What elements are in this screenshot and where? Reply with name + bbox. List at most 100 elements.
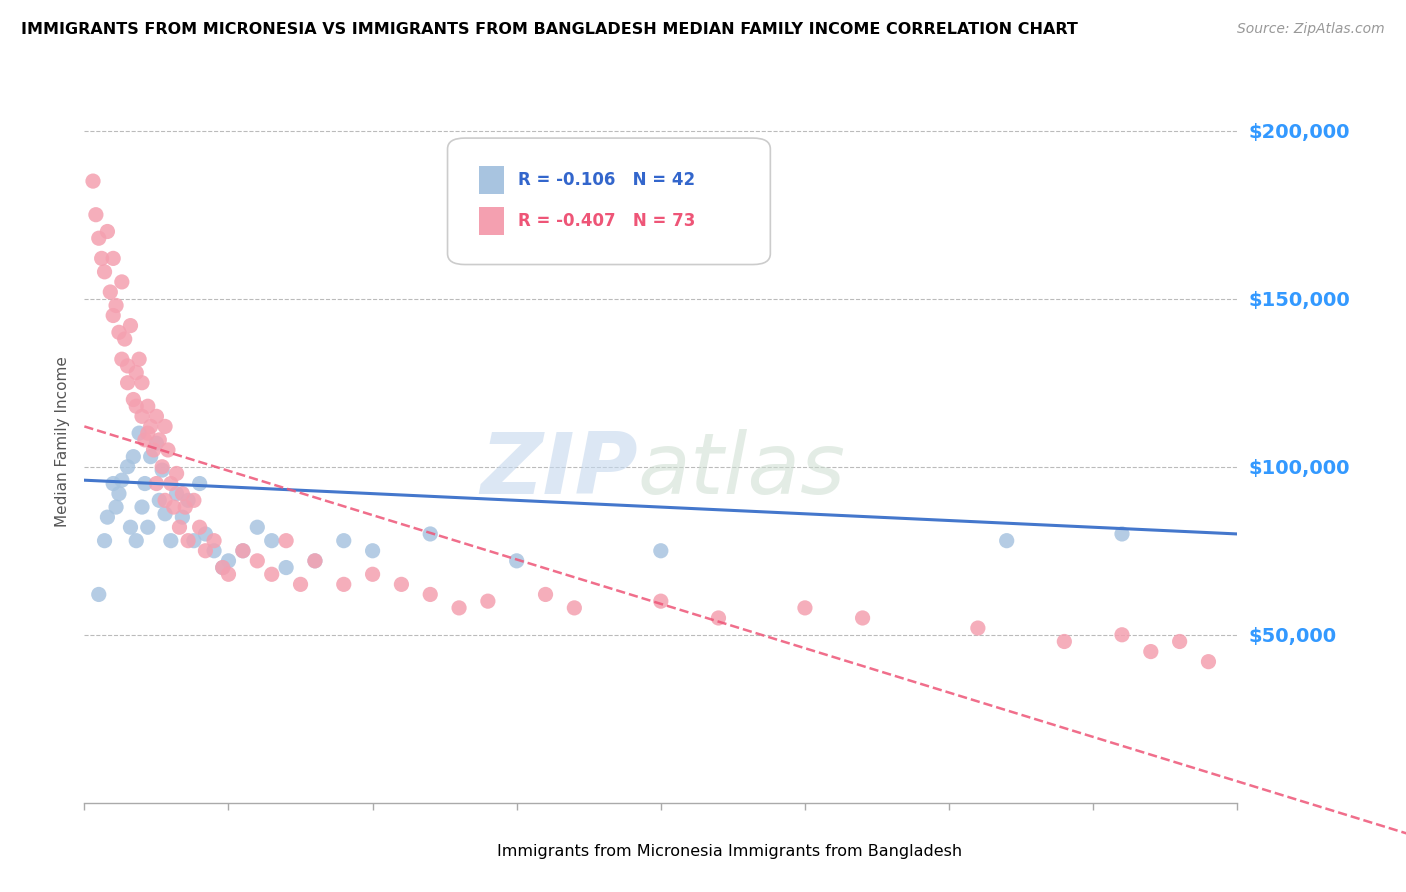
Y-axis label: Median Family Income: Median Family Income bbox=[55, 356, 70, 527]
Point bbox=[304, 554, 326, 568]
Point bbox=[125, 366, 148, 380]
Point bbox=[707, 611, 730, 625]
Point bbox=[246, 520, 269, 534]
Point bbox=[166, 467, 188, 481]
Point bbox=[87, 587, 110, 601]
Point bbox=[125, 399, 148, 413]
Point bbox=[1053, 634, 1076, 648]
Bar bbox=[696, 838, 721, 865]
Point bbox=[117, 376, 139, 390]
Point bbox=[117, 359, 139, 373]
Point bbox=[304, 554, 326, 568]
Point bbox=[172, 510, 194, 524]
Point bbox=[333, 533, 356, 548]
Point bbox=[139, 450, 162, 464]
Bar bbox=[465, 838, 491, 865]
Point bbox=[142, 442, 165, 457]
Point bbox=[131, 409, 153, 424]
Point bbox=[260, 567, 283, 582]
Point bbox=[134, 476, 156, 491]
Point bbox=[174, 500, 197, 514]
Point bbox=[169, 520, 191, 534]
Point bbox=[108, 486, 131, 500]
Point bbox=[361, 543, 384, 558]
Point bbox=[995, 533, 1018, 548]
Point bbox=[211, 560, 233, 574]
Point bbox=[246, 554, 269, 568]
Point bbox=[117, 459, 139, 474]
Point bbox=[131, 500, 153, 514]
Text: ZIP: ZIP bbox=[479, 429, 638, 512]
Point bbox=[87, 231, 110, 245]
Point bbox=[120, 318, 142, 333]
Point bbox=[188, 520, 211, 534]
Point bbox=[136, 426, 159, 441]
Point bbox=[419, 587, 441, 601]
Point bbox=[391, 577, 413, 591]
Point bbox=[84, 208, 107, 222]
Point bbox=[90, 252, 112, 266]
Point bbox=[111, 275, 134, 289]
Point bbox=[1111, 527, 1133, 541]
Point bbox=[153, 493, 176, 508]
Point bbox=[134, 433, 156, 447]
Point bbox=[145, 436, 167, 450]
Point bbox=[202, 533, 225, 548]
Point bbox=[160, 476, 183, 491]
Point bbox=[1198, 655, 1220, 669]
Point bbox=[1168, 634, 1191, 648]
Point bbox=[93, 533, 115, 548]
Bar bbox=[478, 208, 503, 235]
Text: atlas: atlas bbox=[638, 429, 846, 512]
Point bbox=[105, 298, 128, 312]
Point bbox=[128, 352, 150, 367]
Point bbox=[150, 459, 173, 474]
Point bbox=[145, 476, 167, 491]
Point bbox=[232, 543, 254, 558]
Point bbox=[477, 594, 499, 608]
Point bbox=[650, 594, 672, 608]
Point bbox=[111, 352, 134, 367]
Point bbox=[103, 252, 124, 266]
Point bbox=[98, 285, 121, 299]
Point bbox=[82, 174, 104, 188]
Point bbox=[650, 543, 672, 558]
Point bbox=[260, 533, 283, 548]
Point bbox=[96, 510, 118, 524]
Point bbox=[108, 326, 131, 340]
Point bbox=[177, 493, 200, 508]
Point bbox=[506, 554, 529, 568]
Point bbox=[218, 567, 240, 582]
Point bbox=[148, 493, 170, 508]
Point bbox=[194, 543, 217, 558]
Point bbox=[96, 225, 118, 239]
Point bbox=[122, 450, 145, 464]
Text: IMMIGRANTS FROM MICRONESIA VS IMMIGRANTS FROM BANGLADESH MEDIAN FAMILY INCOME CO: IMMIGRANTS FROM MICRONESIA VS IMMIGRANTS… bbox=[21, 22, 1078, 37]
Point bbox=[125, 533, 148, 548]
Text: Immigrants from Micronesia: Immigrants from Micronesia bbox=[498, 845, 723, 859]
Point bbox=[163, 500, 186, 514]
Point bbox=[276, 533, 298, 548]
Text: R = -0.106   N = 42: R = -0.106 N = 42 bbox=[517, 171, 695, 189]
Point bbox=[1111, 628, 1133, 642]
Point bbox=[183, 493, 205, 508]
Point bbox=[122, 392, 145, 407]
Point bbox=[156, 442, 179, 457]
Point bbox=[93, 265, 115, 279]
Point bbox=[1140, 644, 1163, 658]
Point bbox=[188, 476, 211, 491]
Point bbox=[128, 426, 150, 441]
Point bbox=[564, 600, 586, 615]
Point bbox=[852, 611, 875, 625]
Point bbox=[211, 560, 233, 574]
Point bbox=[105, 500, 128, 514]
Text: Immigrants from Bangladesh: Immigrants from Bangladesh bbox=[728, 845, 962, 859]
Point bbox=[794, 600, 817, 615]
Point bbox=[290, 577, 312, 591]
Bar bbox=[478, 166, 503, 194]
Point bbox=[232, 543, 254, 558]
Point bbox=[449, 600, 471, 615]
Point bbox=[120, 520, 142, 534]
Point bbox=[177, 533, 200, 548]
Point bbox=[153, 507, 176, 521]
